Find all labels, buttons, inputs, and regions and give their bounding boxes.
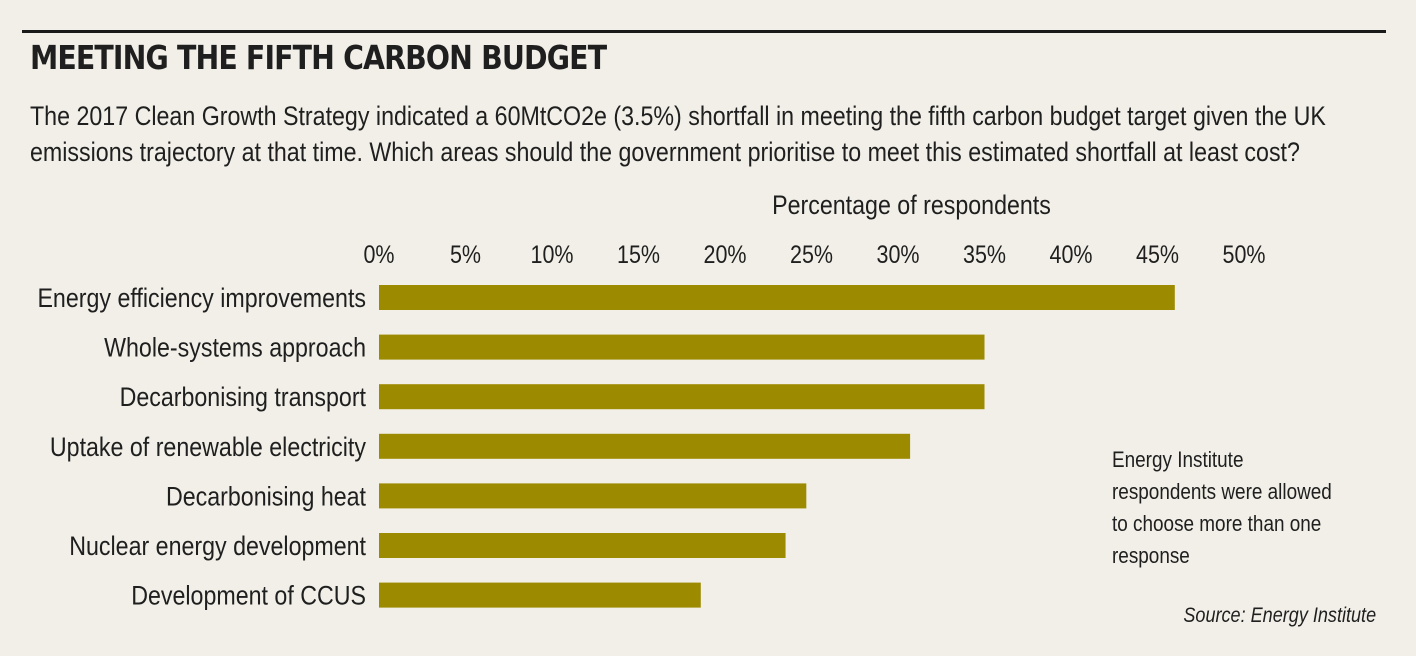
category-label: Uptake of renewable electricity <box>50 432 366 462</box>
top-rule <box>22 30 1386 33</box>
x-tick-label: 30% <box>876 240 919 268</box>
category-label: Development of CCUS <box>131 581 366 611</box>
bar <box>379 533 786 558</box>
chart-subtitle: The 2017 Clean Growth Strategy indicated… <box>30 98 1326 170</box>
chart-title: MEETING THE FIFTH CARBON BUDGET <box>30 38 607 77</box>
respondents-note: Energy Institute respondents were allowe… <box>1112 447 1332 568</box>
bar <box>379 433 911 459</box>
category-label: Nuclear energy development <box>69 531 366 561</box>
bar <box>379 582 701 608</box>
category-label: Decarbonising heat <box>166 482 366 512</box>
category-label: Decarbonising transport <box>120 383 366 413</box>
bar <box>379 334 985 360</box>
x-tick-label: 25% <box>790 240 833 268</box>
subtitle-line-1: The 2017 Clean Growth Strategy indicated… <box>30 101 1326 131</box>
bar <box>379 483 807 509</box>
x-tick-label: 45% <box>1136 240 1179 268</box>
category-label: Energy efficiency improvements <box>37 283 366 313</box>
x-tick-label: 0% <box>363 240 394 268</box>
x-axis-label: Percentage of respondents <box>772 190 1051 220</box>
x-tick-label: 20% <box>703 240 746 268</box>
category-label: Whole-systems approach <box>104 333 366 363</box>
x-tick-label: 40% <box>1049 240 1092 268</box>
x-tick-label: 15% <box>617 240 660 268</box>
x-tick-label: 5% <box>450 240 481 268</box>
bar <box>379 384 985 410</box>
source-credit: Source: Energy Institute <box>1183 604 1376 627</box>
x-tick-label: 35% <box>963 240 1006 268</box>
subtitle-line-2: emissions trajectory at that time. Which… <box>30 137 1300 167</box>
x-tick-label: 10% <box>530 240 573 268</box>
bar <box>379 285 1175 310</box>
x-tick-label: 50% <box>1222 240 1265 268</box>
